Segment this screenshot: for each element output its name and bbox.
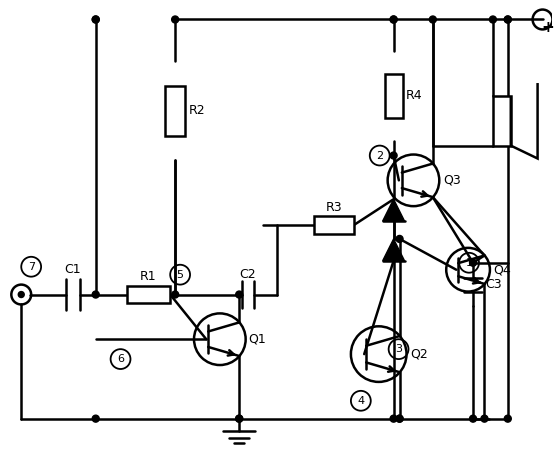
Text: 6: 6 bbox=[117, 354, 124, 364]
Circle shape bbox=[390, 415, 397, 422]
Text: Q2: Q2 bbox=[411, 348, 428, 360]
Circle shape bbox=[390, 152, 397, 159]
Circle shape bbox=[470, 259, 477, 266]
Text: +: + bbox=[541, 20, 554, 35]
Text: 4: 4 bbox=[357, 396, 365, 406]
Text: R2: R2 bbox=[189, 104, 206, 117]
Circle shape bbox=[430, 16, 436, 23]
Circle shape bbox=[171, 291, 179, 298]
Bar bbox=[165, 86, 185, 136]
Circle shape bbox=[390, 16, 397, 23]
Circle shape bbox=[481, 415, 488, 422]
Text: Q3: Q3 bbox=[443, 174, 461, 187]
Circle shape bbox=[470, 415, 477, 422]
Text: R4: R4 bbox=[406, 89, 422, 103]
Circle shape bbox=[504, 16, 511, 23]
Circle shape bbox=[236, 291, 243, 298]
Text: 7: 7 bbox=[28, 262, 35, 272]
Circle shape bbox=[236, 415, 243, 422]
Text: 5: 5 bbox=[176, 270, 184, 280]
Bar bbox=[314, 216, 354, 234]
Text: 3: 3 bbox=[395, 344, 402, 354]
Circle shape bbox=[92, 415, 99, 422]
Bar bbox=[385, 74, 402, 118]
Bar bbox=[493, 96, 511, 146]
Text: C1: C1 bbox=[64, 263, 81, 276]
Circle shape bbox=[490, 16, 496, 23]
Polygon shape bbox=[383, 199, 405, 221]
Circle shape bbox=[396, 415, 403, 422]
Polygon shape bbox=[383, 239, 405, 261]
Bar bbox=[127, 286, 170, 304]
Text: R3: R3 bbox=[326, 201, 342, 213]
Text: Q1: Q1 bbox=[249, 333, 266, 346]
Text: C3: C3 bbox=[485, 278, 502, 291]
Circle shape bbox=[236, 415, 243, 422]
Circle shape bbox=[92, 291, 99, 298]
Circle shape bbox=[396, 235, 403, 242]
Text: C2: C2 bbox=[239, 268, 256, 281]
Circle shape bbox=[390, 16, 397, 23]
Circle shape bbox=[504, 415, 511, 422]
Circle shape bbox=[18, 292, 24, 298]
Circle shape bbox=[504, 16, 511, 23]
Text: 1: 1 bbox=[466, 258, 472, 268]
Text: Q4: Q4 bbox=[493, 263, 511, 276]
Circle shape bbox=[92, 16, 99, 23]
Circle shape bbox=[396, 415, 403, 422]
Text: 2: 2 bbox=[376, 151, 384, 160]
Circle shape bbox=[92, 16, 99, 23]
Circle shape bbox=[171, 16, 179, 23]
Text: R1: R1 bbox=[140, 270, 157, 283]
